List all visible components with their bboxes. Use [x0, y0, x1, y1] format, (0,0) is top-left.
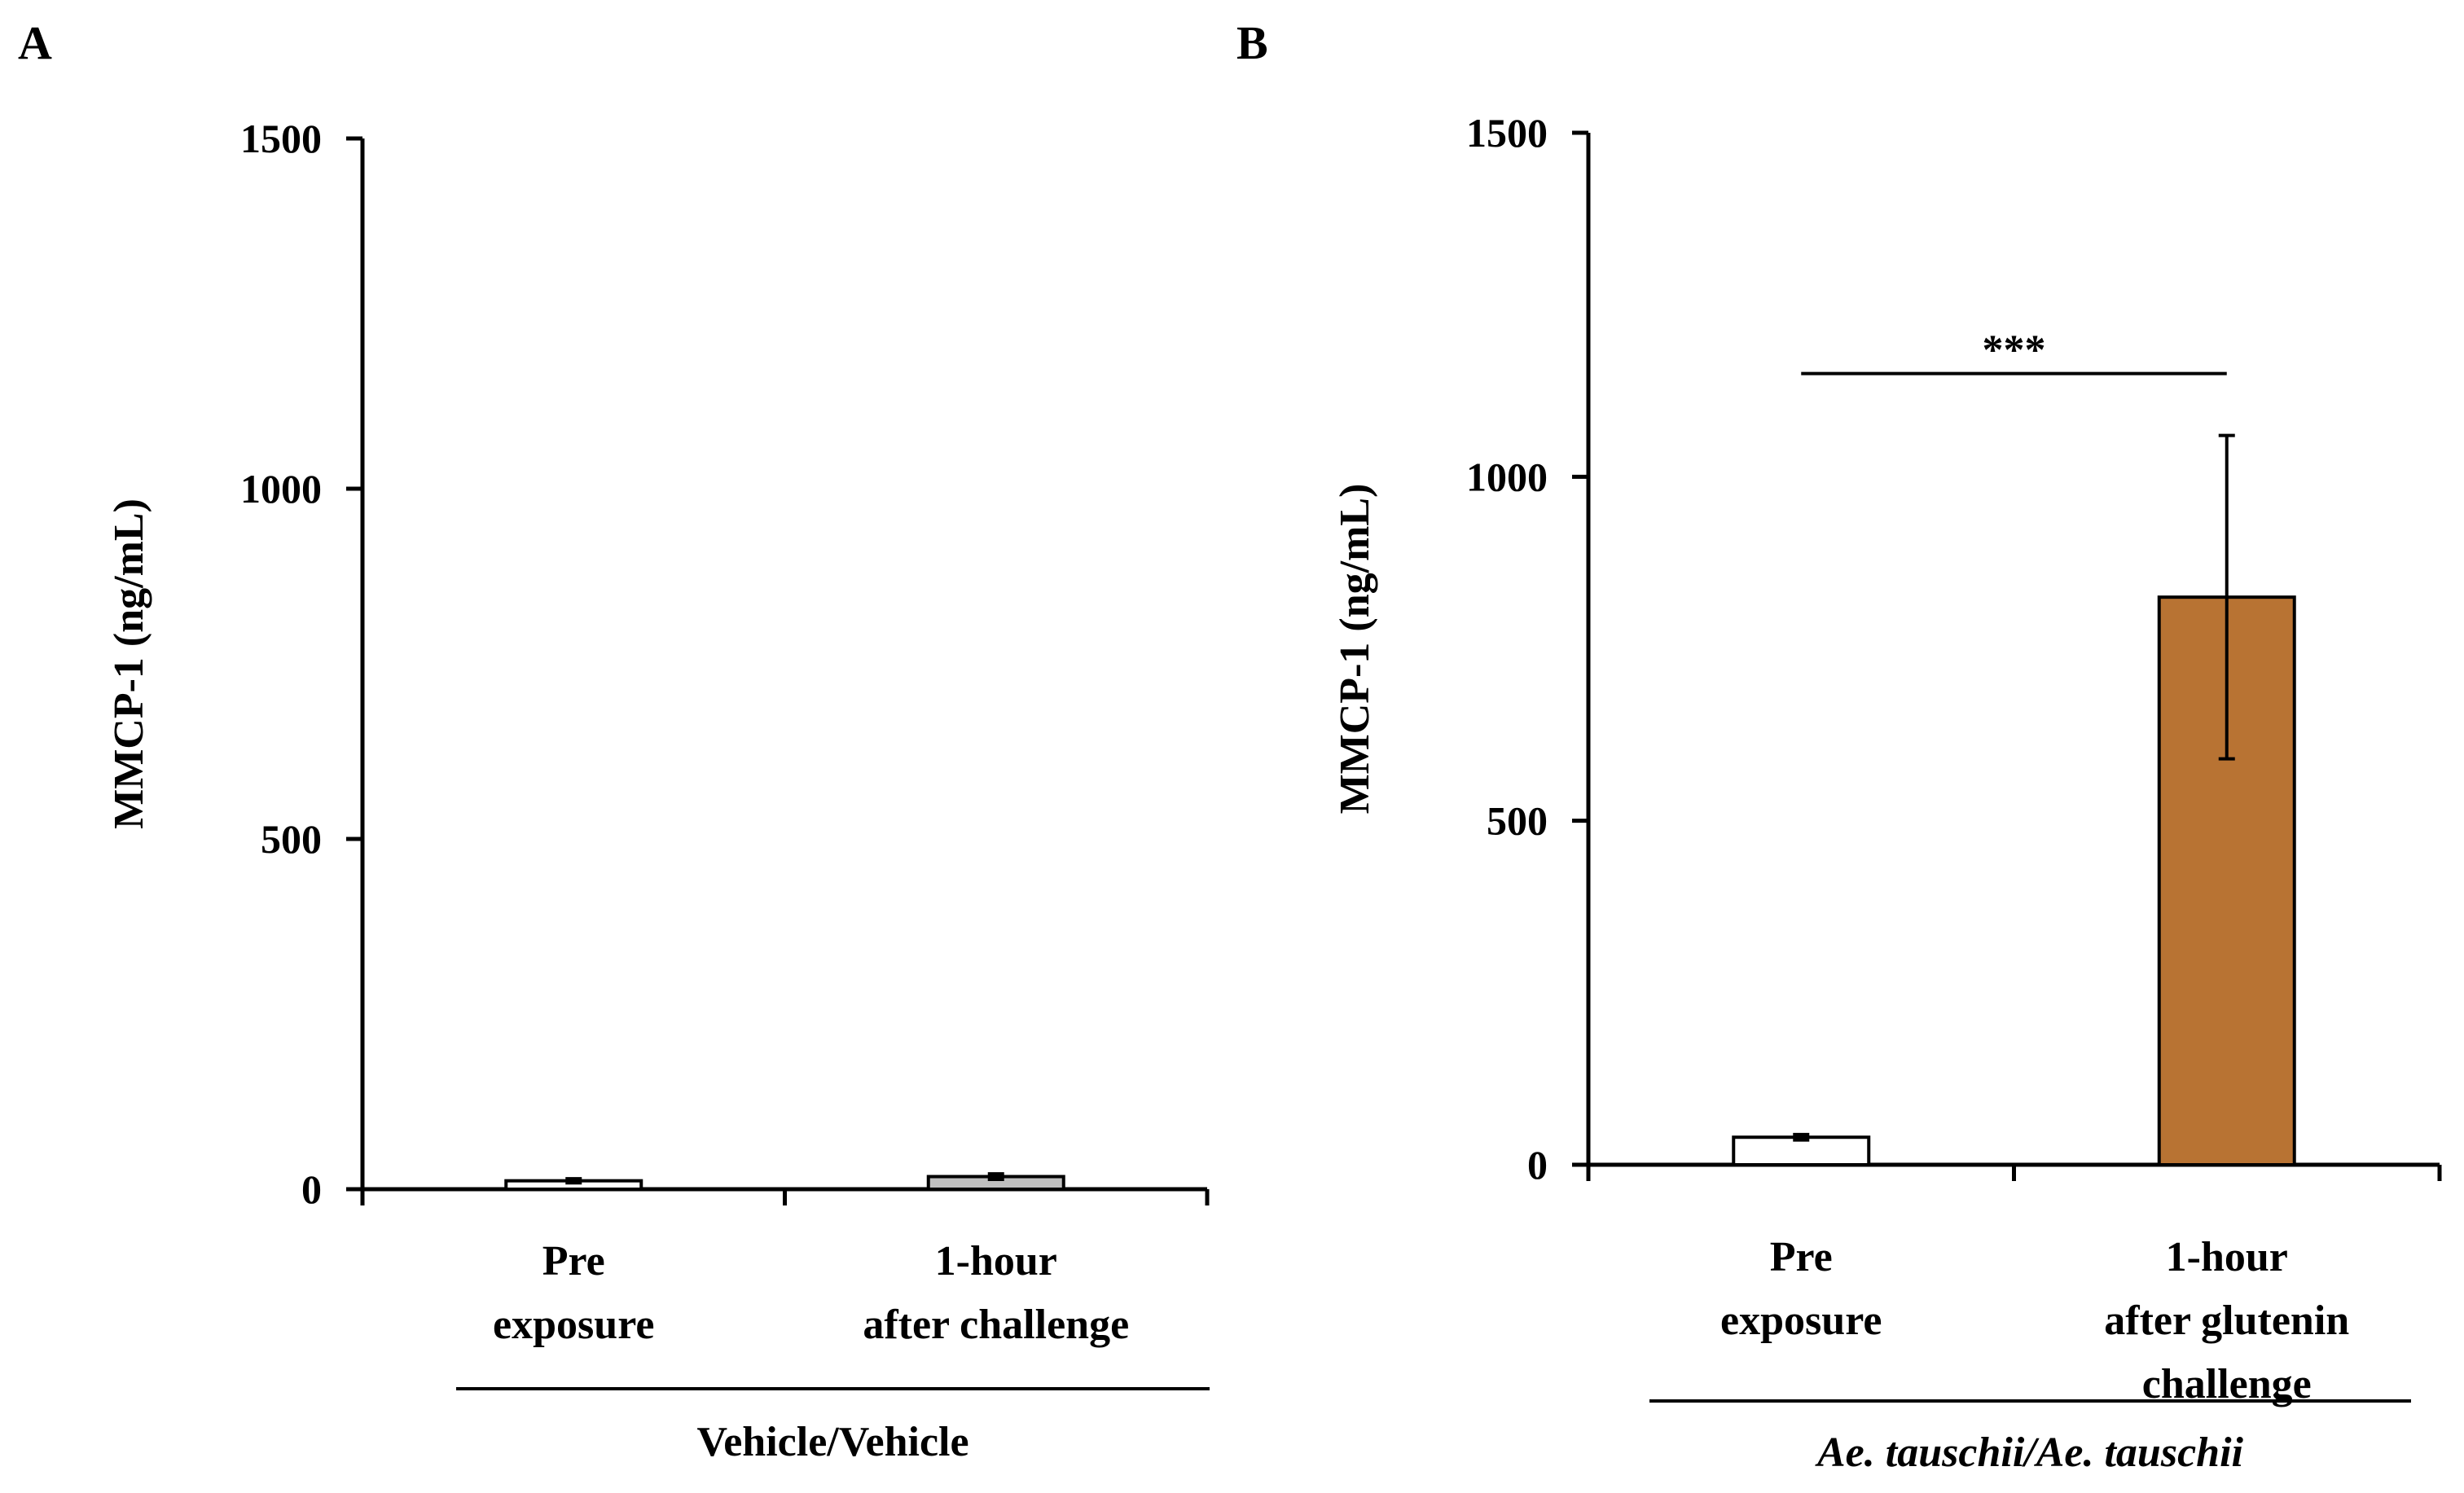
- x-category-label: Pre: [542, 1238, 605, 1284]
- group-label: Vehicle/Vehicle: [696, 1419, 968, 1465]
- y-tick-label: 0: [301, 1166, 322, 1212]
- y-axis-label: MMCP-1 (ng/mL): [106, 498, 152, 829]
- x-category-label: 1-hour: [935, 1238, 1057, 1284]
- y-tick-label: 1500: [240, 116, 322, 161]
- x-category-label: exposure: [1720, 1298, 1882, 1344]
- x-category-label: 1-hour: [2166, 1234, 2288, 1280]
- group-label: Ae. tauschii/Ae. tauschii: [1815, 1429, 2244, 1476]
- panel-a: A 0 500 1000 1500 MMCP-1 (ng/mL) Pre exposure 1-…: [18, 16, 1210, 1465]
- y-tick-label: 500: [1487, 798, 1548, 844]
- panel-b: B 0 500 1000 1500 MMCP-1 (ng/mL) Pre exposure 1-…: [1236, 16, 2442, 1476]
- y-tick-label: 500: [261, 816, 322, 862]
- x-category-label: exposure: [493, 1302, 654, 1348]
- y-tick-label: 1000: [240, 466, 322, 512]
- y-tick-label: 1500: [1466, 110, 1548, 156]
- x-category-label: Pre: [1770, 1234, 1833, 1280]
- x-category-label: after challenge: [863, 1302, 1129, 1348]
- y-tick-label: 1000: [1466, 454, 1548, 499]
- y-tick-label: 0: [1527, 1142, 1548, 1188]
- panel-letter: B: [1236, 16, 1268, 69]
- significance-label: ***: [1983, 327, 2046, 374]
- x-category-label: after glutenin: [2104, 1298, 2349, 1344]
- y-axis-label: MMCP-1 (ng/mL): [1332, 484, 1378, 815]
- panel-letter: A: [18, 16, 52, 69]
